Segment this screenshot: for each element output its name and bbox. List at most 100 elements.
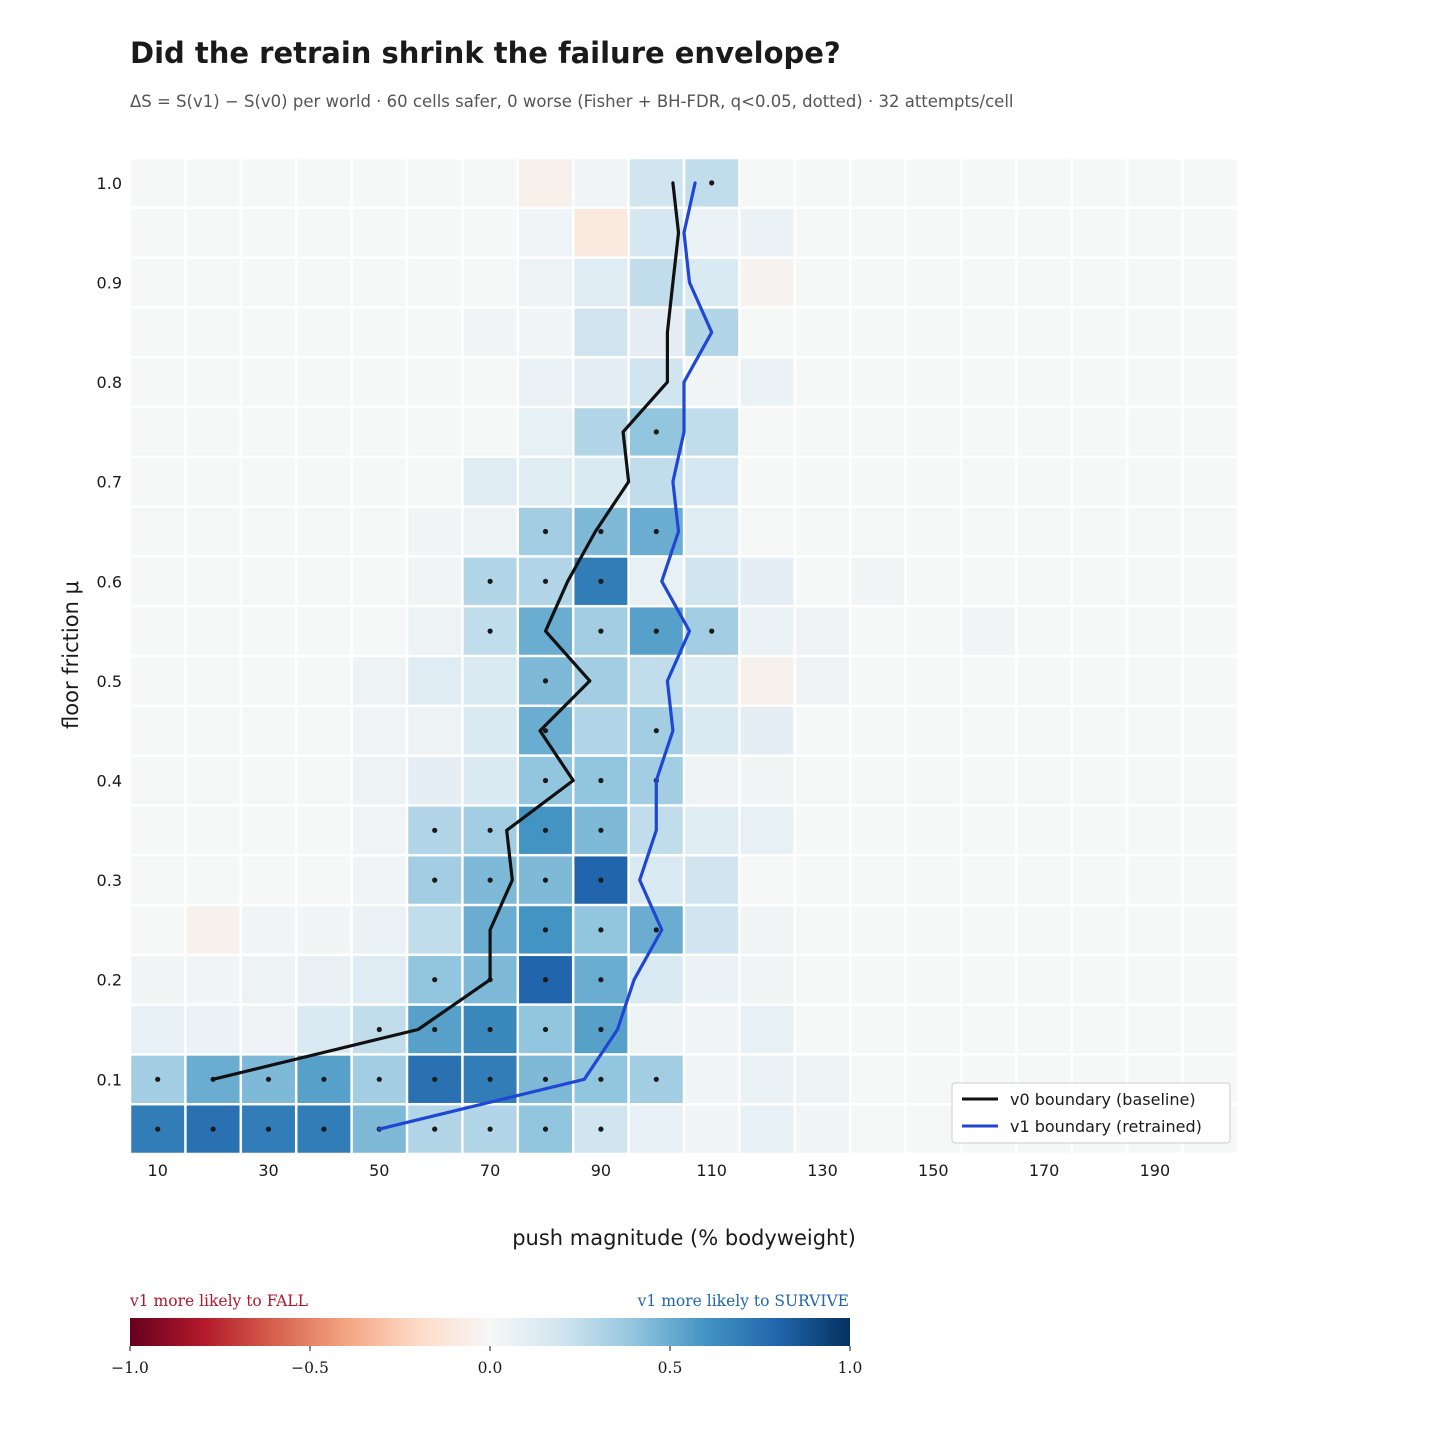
heatmap-cell [1073,507,1126,556]
heatmap-cell [186,657,240,705]
heatmap-cell [186,458,240,506]
heatmap-cell [962,906,1016,954]
heatmap-cell [1017,159,1071,207]
heatmap-cell [1183,557,1237,605]
significance-dot [598,1026,604,1033]
heatmap-cell [408,408,462,456]
y-axis-label: floor friction μ [59,581,83,729]
heatmap-cell [242,557,295,605]
x-tick-label: 150 [918,1161,949,1180]
significance-dot [598,1126,604,1132]
heatmap-cell [519,358,572,406]
colorbar-label-negative: v1 more likely to FALL [129,1292,308,1310]
significance-dot [542,977,549,983]
heatmap-cell [962,408,1016,456]
y-tick-label: 0.7 [97,473,122,492]
significance-dot [487,1126,493,1132]
heatmap-cell [740,557,794,605]
heatmap-cell [740,458,794,506]
heatmap-cell [906,557,960,605]
heatmap-cell [962,956,1016,1004]
heatmap-cell [1073,856,1126,904]
y-axis-ticks: 0.1 0.2 0.3 0.4 0.5 0.6 0.7 0.8 0.9 1.0 [97,174,122,1089]
v0-boundary-line [211,181,681,1081]
significance-dot [653,528,659,535]
significance-dot [542,927,549,933]
heatmap-cell [851,557,905,605]
heatmap-cell [297,258,351,307]
heatmap-cell [463,707,517,755]
heatmap-cell [629,1005,683,1054]
heatmap-cell [352,358,406,406]
heatmap-cell [297,906,351,954]
heatmap-cell [629,1105,683,1153]
heatmap-cell [962,856,1016,904]
heatmap-cell [962,657,1016,705]
significance-markers [155,180,715,1132]
heatmap-cell [1017,358,1071,406]
heatmap-cell [629,308,683,356]
heatmap-cell [1183,806,1237,854]
heatmap-cell [685,458,739,506]
heatmap-cell [574,657,628,705]
heatmap-cell [242,358,295,406]
heatmap-cell [131,756,185,805]
y-tick-label: 0.9 [97,274,122,293]
heatmap-cell [906,806,960,854]
heatmap-cell [685,906,739,954]
heatmap-cell [1073,308,1126,356]
heatmap-cell [796,209,849,257]
significance-dot [432,1126,438,1132]
heatmap-cell [352,657,406,705]
heatmap-cell [740,956,794,1004]
heatmap-cell [1017,657,1071,705]
heatmap-cell [740,657,794,705]
heatmap-cell [906,258,960,307]
heatmap-cell [1017,856,1071,904]
heatmap-cell [962,308,1016,356]
heatmap-cell [408,358,462,406]
heatmap-cell [796,159,849,207]
heatmap-cell [962,159,1016,207]
heatmap-cell [186,756,240,805]
heatmap-cell [131,209,185,257]
legend-label-v1: v1 boundary (retrained) [1010,1117,1202,1136]
heatmap-cell [906,1105,960,1153]
colorbar-tick-label: 0.5 [658,1359,683,1377]
heatmap-cell [906,209,960,257]
heatmap-cell [740,159,794,207]
heatmap-cell [740,607,794,655]
heatmap-cell [352,906,406,954]
heatmap-cell [685,856,739,904]
heatmap-cell [1017,956,1071,1004]
heatmap-cell [242,657,295,705]
heatmap-cell [186,806,240,854]
significance-dot [598,977,604,983]
y-tick-label: 0.2 [97,971,122,990]
heatmap-cell [851,906,905,954]
x-axis-ticks: 10 30 50 70 90 110 130 150 170 190 [148,1161,1171,1180]
x-tick-label: 70 [480,1161,500,1180]
heatmap-cell [352,956,406,1004]
colorbar-tick-label: 1.0 [838,1359,863,1377]
heatmap-cell [851,856,905,904]
heatmap-cell [796,458,849,506]
heatmap-cell [186,308,240,356]
heatmap-cell [1183,408,1237,456]
heatmap-cell [297,856,351,904]
x-tick-label: 190 [1140,1161,1171,1180]
heatmap-cell [352,557,406,605]
heatmap-cell [186,956,240,1004]
significance-dot [487,1026,493,1033]
heatmap-cell [1183,707,1237,755]
heatmap-cells [131,159,1237,1153]
heatmap-cell [740,209,794,257]
heatmap-cell [1183,159,1237,207]
heatmap-cell [1073,956,1126,1004]
heatmap-cell [685,1055,739,1103]
heatmap-cell [1128,657,1182,705]
colorbar-tick-label: −1.0 [111,1359,149,1377]
significance-dot [542,1076,549,1082]
significance-dot [653,628,659,634]
